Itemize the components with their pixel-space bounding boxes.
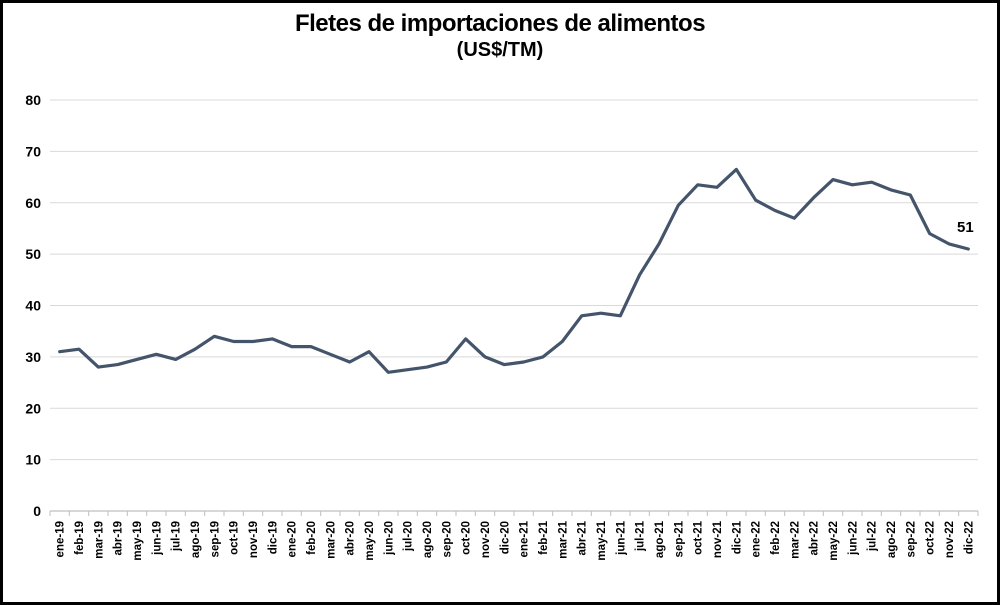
x-axis-label: abr-20 — [345, 521, 357, 556]
chart-title: Fletes de importaciones de alimentos — [294, 10, 706, 37]
x-axis-label: may-20 — [364, 521, 376, 561]
x-axis-label: sep-22 — [905, 521, 917, 557]
y-axis-label: 80 — [25, 92, 41, 108]
x-axis-label: nov-20 — [480, 521, 492, 558]
x-axis-label: ene-20 — [287, 521, 299, 557]
x-axis-label: sep-20 — [441, 521, 453, 557]
x-axis-label: may-22 — [828, 521, 840, 561]
y-axis-label: 40 — [25, 298, 41, 314]
x-axis-label: ene-21 — [519, 520, 531, 557]
line-chart-plot-area: 0 10 20 30 40 50 60 70 80 ene-19 feb-19 mar-19 abr-1… — [25, 92, 979, 561]
x-axis-label: abr-19 — [113, 521, 125, 556]
x-axis-label: may-21 — [596, 520, 608, 560]
x-axis-label: jul-20 — [403, 521, 415, 552]
y-axis-label: 0 — [33, 503, 41, 519]
x-axis-label: ene-19 — [55, 521, 67, 557]
x-axis-label: sep-21 — [673, 520, 685, 557]
x-axis-label: ago-21 — [654, 520, 666, 558]
x-axis-label: abr-21 — [577, 520, 589, 555]
y-axis-label: 20 — [25, 400, 41, 416]
x-axis-label: ago-19 — [190, 521, 202, 558]
x-axis-label: oct-22 — [925, 521, 937, 555]
x-axis-label: dic-21 — [731, 520, 743, 554]
x-axis-label: mar-21 — [557, 520, 569, 558]
x-axis-label: jun-20 — [383, 521, 395, 556]
x-axis-label: sep-19 — [209, 521, 221, 557]
x-axis-label: may-19 — [132, 521, 144, 561]
x-axis-label: ago-22 — [886, 521, 898, 558]
x-axis-label: mar-19 — [93, 521, 105, 559]
x-axis-label: dic-22 — [963, 521, 975, 554]
x-axis-label: ene-22 — [751, 521, 763, 557]
x-axis-label: nov-19 — [248, 521, 260, 558]
x-axis-label: mar-20 — [325, 521, 337, 559]
x-axis-label: feb-19 — [74, 521, 86, 555]
y-axis-label: 30 — [25, 349, 41, 365]
x-axis-label: nov-21 — [712, 520, 724, 558]
chart-subtitle: (US$/TM) — [456, 39, 544, 61]
y-axis-label: 70 — [25, 143, 41, 159]
y-axis-label: 60 — [25, 195, 41, 211]
x-axis-label: feb-21 — [538, 520, 550, 554]
x-axis-label: mar-22 — [789, 521, 801, 559]
last-point-data-label: 51 — [957, 219, 974, 236]
y-axis-label: 50 — [25, 246, 41, 262]
x-axis-label: oct-19 — [229, 521, 241, 555]
x-axis-label: feb-22 — [770, 521, 782, 555]
x-axis-label: jul-19 — [171, 521, 183, 552]
x-axis-label: feb-20 — [306, 521, 318, 555]
x-axis-label: jun-22 — [847, 521, 859, 556]
x-axis-label: jun-21 — [615, 520, 627, 555]
x-axis-label: oct-20 — [461, 521, 473, 555]
y-axis-label: 10 — [25, 452, 41, 468]
x-axis-label: jun-19 — [151, 521, 163, 556]
x-axis-label: dic-20 — [499, 521, 511, 554]
x-axis-label: jul-22 — [867, 521, 879, 552]
x-axis-label: ago-20 — [422, 521, 434, 558]
x-axis-label: dic-19 — [267, 521, 279, 554]
x-axis-label: nov-22 — [944, 521, 956, 558]
line-series — [58, 167, 970, 374]
x-axis-label: oct-21 — [693, 520, 705, 554]
x-axis-label: abr-22 — [809, 521, 821, 556]
x-axis-label: jul-21 — [635, 520, 647, 552]
